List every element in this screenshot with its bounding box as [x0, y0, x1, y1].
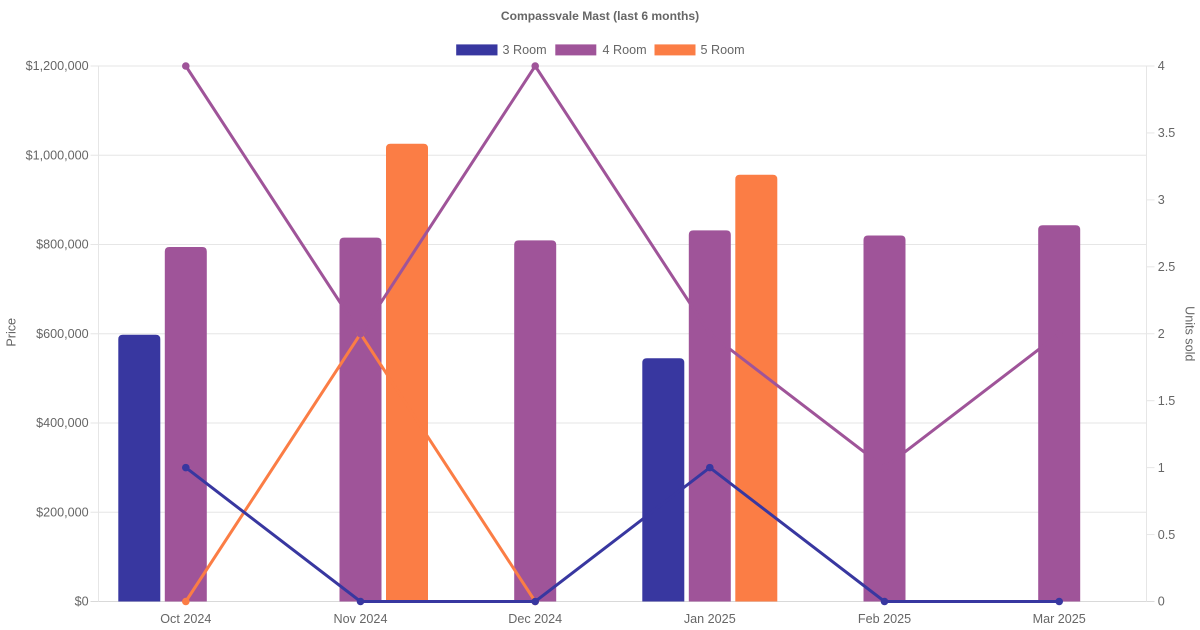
svg-text:3 Room: 3 Room	[503, 43, 547, 57]
svg-text:Mar 2025: Mar 2025	[1033, 612, 1086, 626]
svg-text:3.5: 3.5	[1158, 126, 1176, 140]
svg-text:Jan 2025: Jan 2025	[684, 612, 736, 626]
svg-text:$600,000: $600,000	[36, 327, 89, 341]
svg-text:$1,200,000: $1,200,000	[26, 59, 89, 73]
svg-text:Feb 2025: Feb 2025	[858, 612, 911, 626]
svg-text:$400,000: $400,000	[36, 416, 89, 430]
svg-text:4: 4	[1158, 59, 1165, 73]
svg-text:3: 3	[1158, 193, 1165, 207]
svg-text:1: 1	[1158, 461, 1165, 475]
svg-text:1.5: 1.5	[1158, 394, 1176, 408]
svg-text:$200,000: $200,000	[36, 505, 89, 519]
svg-text:Units sold: Units sold	[1183, 306, 1197, 361]
svg-text:$0: $0	[75, 595, 89, 609]
svg-text:5 Room: 5 Room	[701, 43, 745, 57]
svg-text:4 Room: 4 Room	[603, 43, 647, 57]
svg-text:Dec 2024: Dec 2024	[508, 612, 562, 626]
svg-text:0.5: 0.5	[1158, 528, 1176, 542]
svg-text:$800,000: $800,000	[36, 238, 89, 252]
svg-text:$1,000,000: $1,000,000	[26, 148, 89, 162]
svg-text:Oct 2024: Oct 2024	[160, 612, 211, 626]
svg-text:0: 0	[1158, 595, 1165, 609]
svg-text:2.5: 2.5	[1158, 260, 1176, 274]
svg-text:Price: Price	[4, 318, 18, 347]
svg-text:2: 2	[1158, 327, 1165, 341]
svg-text:Nov 2024: Nov 2024	[334, 612, 388, 626]
svg-text:Compassvale Mast (last 6 month: Compassvale Mast (last 6 months)	[501, 9, 699, 23]
